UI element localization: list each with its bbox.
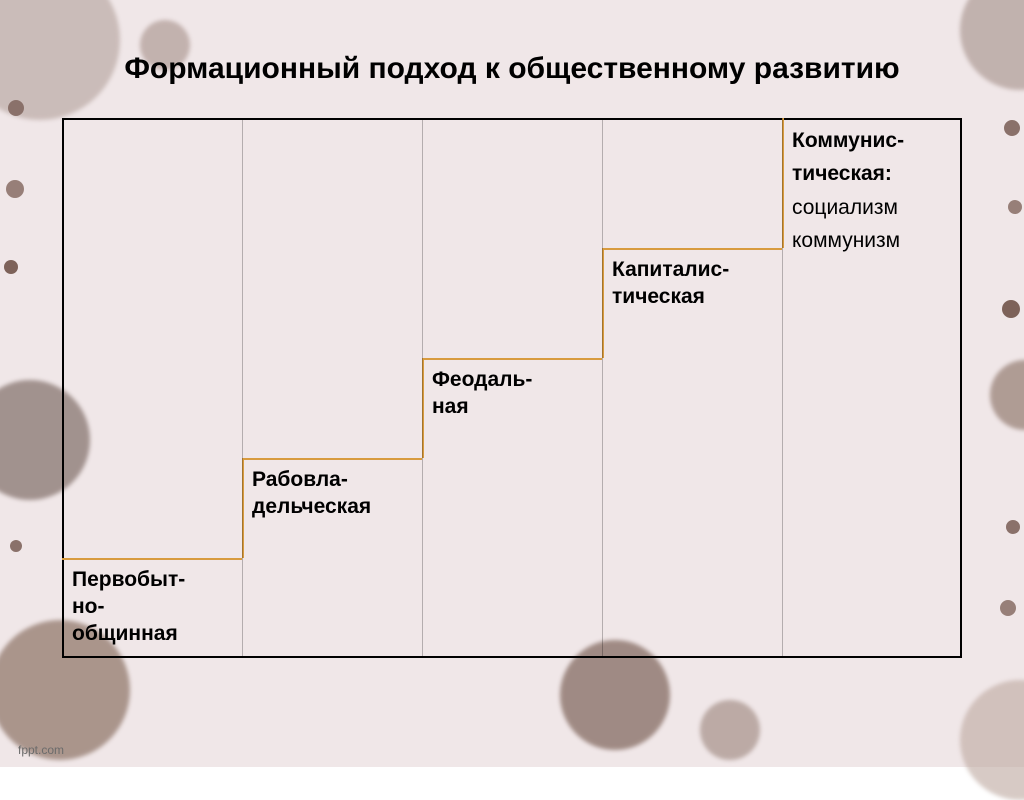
slide-content: Формационный подход к общественному разв… (0, 0, 1024, 767)
staircase-diagram: Первобыт-но-общиннаяРабовла-дельческаяФе… (62, 118, 962, 658)
formation-step: Феодаль-ная (422, 358, 602, 658)
formation-step-line: коммунизм (792, 224, 952, 258)
formation-step-final: Коммунис-тическая:социализмкоммунизм (782, 118, 962, 264)
slide-title: Формационный подход к общественному разв… (60, 50, 964, 88)
formation-step: Первобыт-но-общинная (62, 558, 242, 658)
column-divider (782, 118, 783, 658)
formation-step-line: тическая: (792, 157, 952, 191)
column-divider (242, 118, 243, 658)
formation-step: Рабовла-дельческая (242, 458, 422, 658)
formation-step-line: социализм (792, 191, 952, 225)
column-divider (422, 118, 423, 658)
formation-step-line: Коммунис- (792, 124, 952, 158)
formation-step: Капиталис-тическая (602, 248, 782, 658)
column-divider (602, 118, 603, 658)
footer-attribution: fppt.com (18, 743, 64, 757)
